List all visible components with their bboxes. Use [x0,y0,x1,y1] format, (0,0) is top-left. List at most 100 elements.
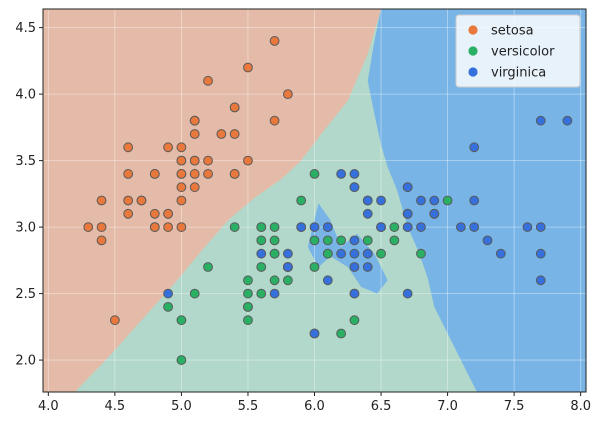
point-versicolor [389,235,400,246]
legend-box [455,14,581,88]
x-tick-label: 6.0 [304,399,325,414]
point-virginica [429,195,440,206]
point-setosa [243,62,253,73]
point-setosa [269,36,280,46]
point-setosa [189,129,200,139]
point-virginica [455,222,466,232]
x-tick-label: 5.0 [171,399,192,414]
point-versicolor [203,262,213,272]
point-virginica [535,115,546,126]
point-versicolor [389,222,400,232]
point-versicolor [176,355,187,365]
legend-label-versicolor: versicolor [491,45,555,60]
point-versicolor [243,288,253,299]
point-versicolor [362,235,373,246]
data-points [83,36,573,365]
x-tick-label: 4.5 [105,399,126,414]
point-virginica [163,288,174,299]
legend-marker-versicolor [468,46,478,56]
point-setosa [282,89,293,100]
point-setosa [163,222,174,232]
point-virginica [562,115,573,126]
point-setosa [203,155,213,166]
point-setosa [109,315,120,326]
point-virginica [336,169,347,179]
y-tick-label: 3.5 [15,154,36,169]
point-virginica [402,222,413,232]
x-tick-label: 6.5 [371,399,392,414]
point-setosa [189,155,200,166]
point-setosa [229,169,240,179]
point-versicolor [229,222,240,232]
point-versicolor [269,275,280,286]
point-setosa [229,102,240,113]
point-virginica [362,208,373,219]
point-versicolor [336,328,347,339]
legend: setosa versicolor virginica [455,14,581,88]
point-virginica [282,262,293,272]
point-virginica [349,235,360,246]
x-tick-label: 8.0 [570,399,591,414]
point-setosa [123,142,134,153]
point-setosa [203,75,213,86]
point-virginica [322,275,333,286]
point-versicolor [243,301,253,312]
point-virginica [349,288,360,299]
point-virginica [416,195,426,206]
point-versicolor [269,235,280,246]
y-tick-label: 2.5 [15,287,36,302]
point-versicolor [243,315,253,326]
point-setosa [123,208,134,219]
y-tick-label: 3.0 [15,221,36,236]
point-virginica [376,195,386,206]
point-versicolor [309,235,320,246]
legend-label-setosa: setosa [491,24,534,39]
point-virginica [349,262,360,272]
point-setosa [176,169,187,179]
point-virginica [495,248,506,259]
region-setosa-0 [43,9,381,392]
point-setosa [83,222,94,232]
point-virginica [349,182,360,193]
point-virginica [309,328,320,339]
point-virginica [535,248,546,259]
point-setosa [136,195,147,206]
point-virginica [322,222,333,232]
point-versicolor [189,288,200,299]
point-virginica [402,288,413,299]
x-tick-label: 7.0 [437,399,458,414]
legend-label-virginica: virginica [491,66,546,81]
point-virginica [362,248,373,259]
point-virginica [336,248,347,259]
point-versicolor [376,248,386,259]
point-virginica [429,208,440,219]
y-tick-label: 4.5 [15,21,36,36]
point-setosa [269,115,280,126]
point-versicolor [309,262,320,272]
point-virginica [362,262,373,272]
point-virginica [349,248,360,259]
point-versicolor [416,248,426,259]
point-setosa [149,208,160,219]
point-versicolor [269,222,280,232]
legend-marker-virginica [468,67,478,77]
y-tick-label: 4.0 [15,88,36,103]
point-setosa [216,129,227,139]
point-virginica [522,222,533,232]
point-versicolor [256,288,267,299]
point-setosa [96,222,107,232]
point-setosa [176,222,187,232]
point-virginica [402,182,413,193]
point-versicolor [256,235,267,246]
point-setosa [149,222,160,232]
point-versicolor [322,235,333,246]
legend-marker-setosa [468,25,478,35]
point-virginica [535,275,546,286]
point-setosa [149,169,160,179]
x-tick-label: 4.0 [38,399,59,414]
point-versicolor [322,248,333,259]
point-setosa [176,182,187,193]
point-virginica [256,248,267,259]
point-versicolor [269,248,280,259]
